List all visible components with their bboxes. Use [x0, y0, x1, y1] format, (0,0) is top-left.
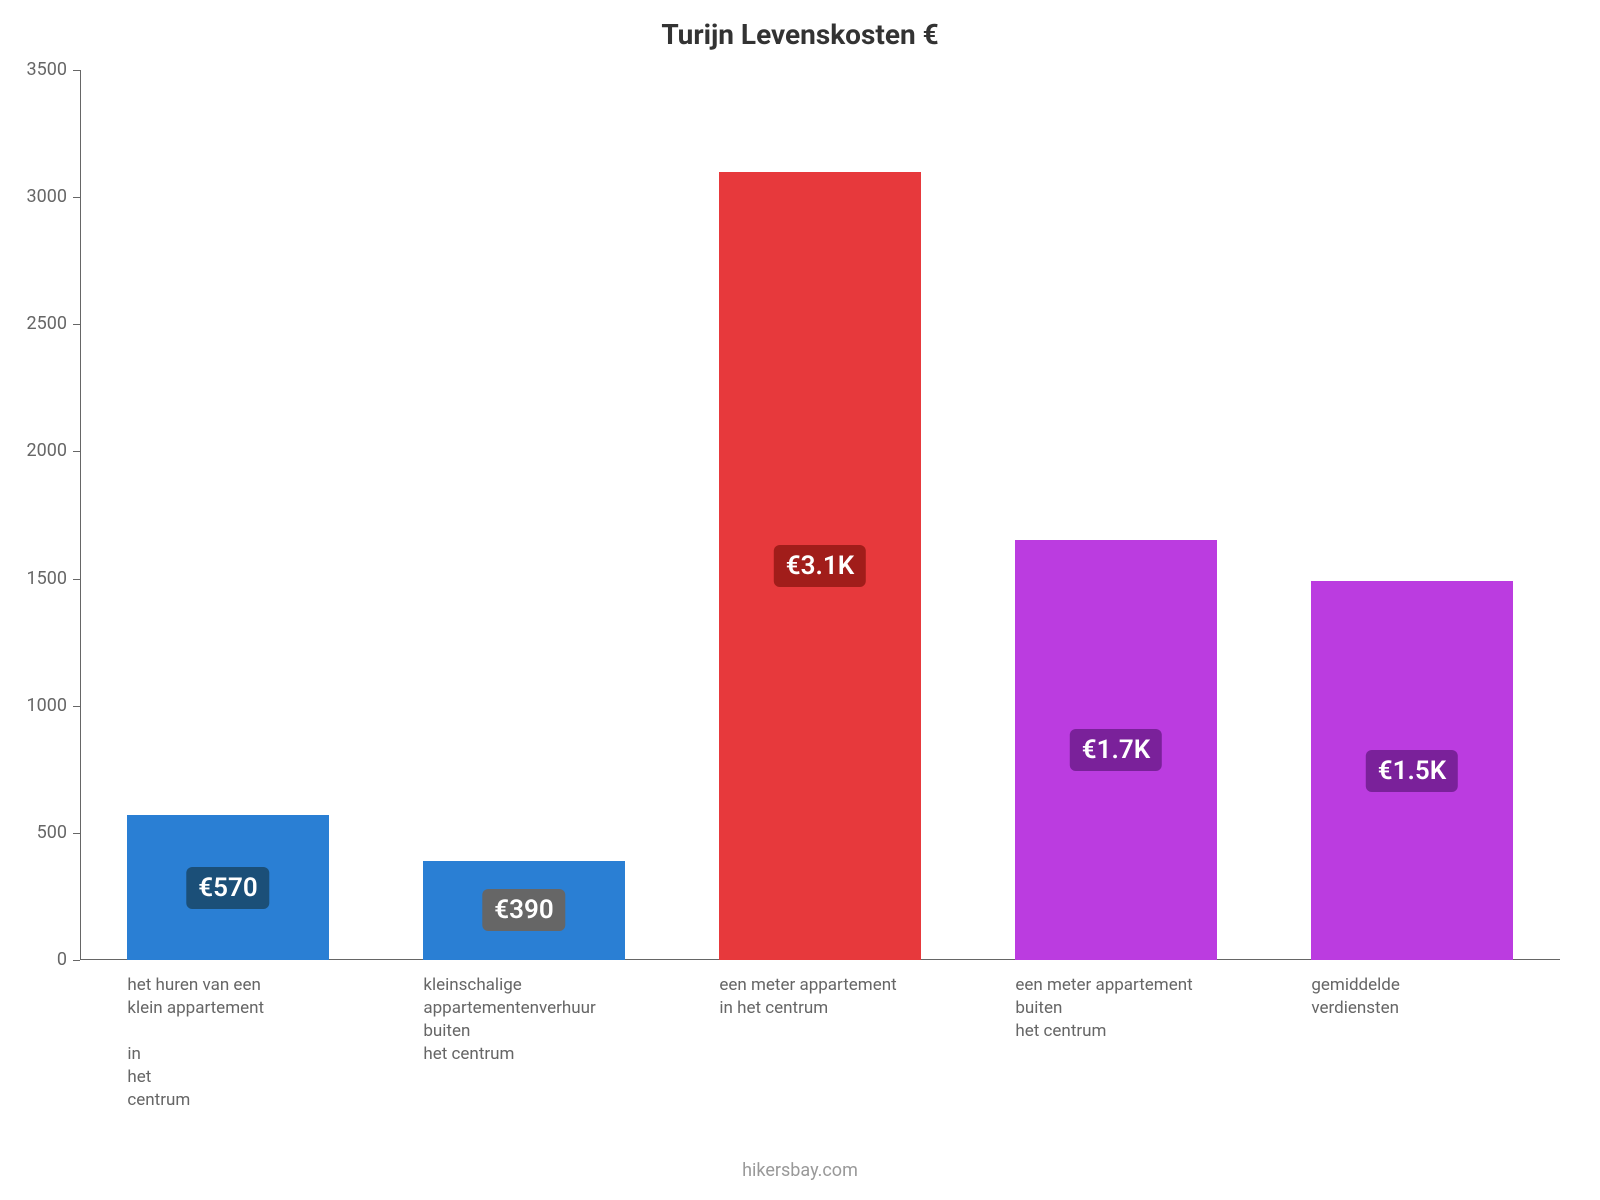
- y-tick-label: 500: [0, 822, 67, 843]
- y-axis: [80, 70, 81, 960]
- y-tick-label: 0: [0, 949, 67, 970]
- bar-value-badge: €3.1K: [774, 545, 866, 587]
- y-tick: [73, 451, 80, 452]
- bar-value-badge: €1.5K: [1366, 750, 1458, 792]
- y-tick: [73, 579, 80, 580]
- y-tick-label: 2000: [0, 440, 67, 461]
- category-label: een meter appartement buiten het centrum: [1015, 974, 1246, 1043]
- chart-title: Turijn Levenskosten €: [0, 18, 1600, 51]
- bar-value-badge: €570: [186, 867, 269, 909]
- y-tick-label: 2500: [0, 313, 67, 334]
- bar-chart: Turijn Levenskosten € 050010001500200025…: [0, 0, 1600, 1200]
- plot-area: 0500100015002000250030003500€570het hure…: [80, 70, 1560, 960]
- y-tick-label: 1500: [0, 568, 67, 589]
- y-tick: [73, 833, 80, 834]
- category-label: gemiddelde verdiensten: [1311, 974, 1542, 1020]
- y-tick: [73, 706, 80, 707]
- y-tick: [73, 324, 80, 325]
- chart-footer: hikersbay.com: [0, 1160, 1600, 1181]
- category-label: een meter appartement in het centrum: [719, 974, 950, 1020]
- bar-value-badge: €390: [482, 889, 565, 931]
- bar-value-badge: €1.7K: [1070, 729, 1162, 771]
- category-label: kleinschalige appartementenverhuur buite…: [423, 974, 654, 1066]
- y-tick-label: 3000: [0, 186, 67, 207]
- y-tick: [73, 197, 80, 198]
- y-tick-label: 3500: [0, 59, 67, 80]
- y-tick: [73, 960, 80, 961]
- y-tick: [73, 70, 80, 71]
- y-tick-label: 1000: [0, 695, 67, 716]
- category-label: het huren van een klein appartement in h…: [127, 974, 358, 1112]
